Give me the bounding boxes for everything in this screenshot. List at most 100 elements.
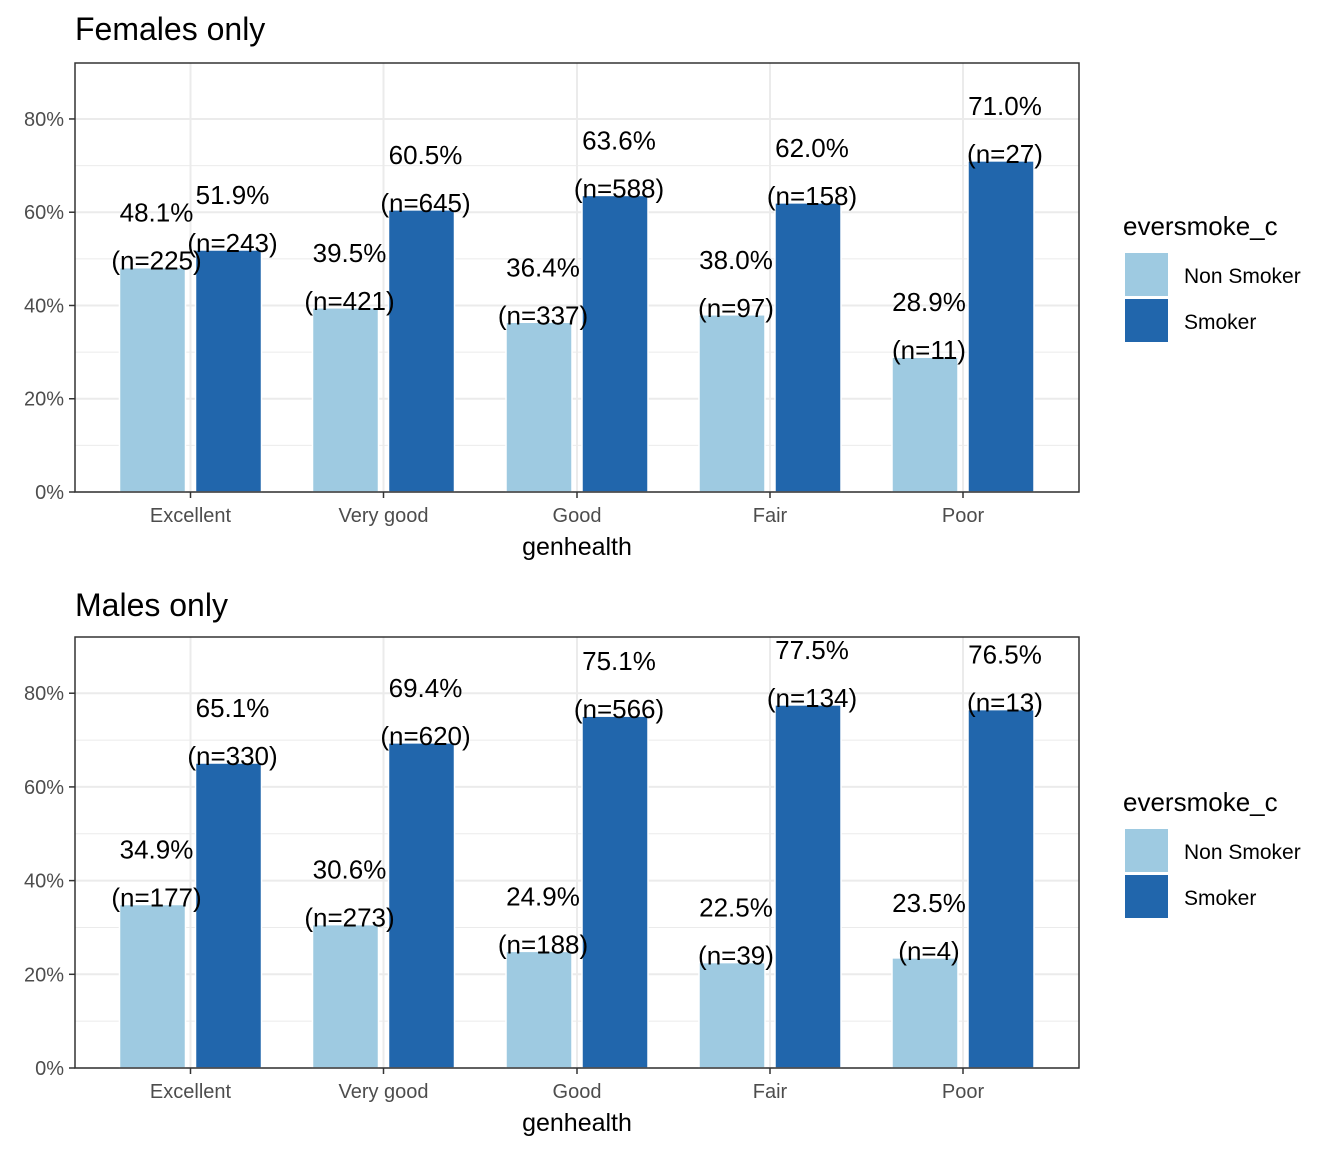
- data-label-n: (n=158): [767, 181, 857, 211]
- data-label-pct: 36.4%: [506, 252, 580, 282]
- bar-non-smoker: [698, 314, 766, 493]
- data-label-pct: 71.0%: [968, 91, 1042, 121]
- y-tick-label: 0%: [35, 482, 64, 504]
- y-tick-label: 0%: [35, 1058, 64, 1080]
- bar-smoker: [774, 202, 842, 493]
- legend: eversmoke_c Non Smoker Smoker: [1123, 211, 1301, 342]
- bar-non-smoker: [698, 961, 766, 1069]
- y-tick-label: 80%: [24, 683, 64, 705]
- x-tick-label: Excellent: [150, 1081, 232, 1103]
- x-tick-label: Poor: [942, 1081, 985, 1103]
- x-axis-label: genhealth: [522, 1109, 632, 1137]
- y-tick-label: 20%: [24, 964, 64, 986]
- y-tick-label: 40%: [24, 871, 64, 893]
- bar-non-smoker: [891, 957, 959, 1069]
- data-label-n: (n=134): [767, 683, 857, 713]
- x-tick-label: Very good: [338, 505, 428, 527]
- data-label-n: (n=243): [187, 228, 277, 258]
- data-label-pct: 65.1%: [196, 693, 270, 723]
- bar-smoker: [774, 704, 842, 1069]
- legend-title: eversmoke_c: [1123, 211, 1278, 241]
- x-tick-label: Poor: [942, 505, 985, 527]
- data-label-pct: 62.0%: [775, 133, 849, 163]
- data-label-n: (n=4): [898, 936, 959, 966]
- bar-smoker: [194, 762, 263, 1069]
- data-label-n: (n=11): [892, 335, 966, 365]
- data-label-pct: 60.5%: [389, 140, 463, 170]
- bar-non-smoker: [311, 923, 380, 1069]
- x-tick-label: Fair: [753, 1081, 788, 1103]
- x-tick-label: Very good: [338, 1081, 428, 1103]
- data-label-n: (n=97): [698, 293, 774, 323]
- x-tick-label: Fair: [753, 505, 788, 527]
- bar-non-smoker: [118, 266, 187, 493]
- data-label-pct: 51.9%: [196, 180, 270, 210]
- data-label-pct: 75.1%: [582, 646, 656, 676]
- data-label-pct: 30.6%: [313, 855, 387, 885]
- data-label-n: (n=421): [304, 286, 394, 316]
- data-label-n: (n=273): [304, 903, 394, 933]
- data-label-pct: 23.5%: [892, 888, 966, 918]
- legend-label: Smoker: [1184, 887, 1256, 910]
- y-tick-label: 40%: [24, 295, 64, 317]
- plot-border: [74, 62, 1080, 493]
- data-label-n: (n=645): [380, 188, 470, 218]
- legend-label: Non Smoker: [1184, 265, 1301, 288]
- data-label-pct: 77.5%: [775, 635, 849, 665]
- bar-non-smoker: [505, 950, 573, 1069]
- legend-key: [1125, 253, 1168, 296]
- chart-panel-1: Females only 0% 20% 40% 60% 80% Excellent Very …: [24, 11, 1301, 561]
- bar-smoker: [581, 194, 649, 493]
- chart-title: Females only: [75, 11, 265, 47]
- y-tick-label: 80%: [24, 109, 64, 131]
- bar-smoker: [387, 742, 456, 1069]
- data-label-pct: 24.9%: [506, 881, 580, 911]
- x-axis-label: genhealth: [522, 533, 632, 561]
- legend: eversmoke_c Non Smoker Smoker: [1123, 787, 1301, 918]
- bar-smoker: [967, 708, 1035, 1069]
- bar-non-smoker: [891, 356, 959, 493]
- data-label-n: (n=588): [574, 173, 664, 203]
- data-label-pct: 69.4%: [389, 673, 463, 703]
- data-label-n: (n=188): [498, 929, 588, 959]
- bar-smoker: [967, 160, 1035, 493]
- chart-title: Males only: [75, 587, 228, 623]
- data-label-n: (n=177): [111, 883, 201, 913]
- x-tick-label: Good: [553, 505, 602, 527]
- data-label-n: (n=27): [967, 139, 1043, 169]
- plot-border: [74, 636, 1080, 1069]
- data-label-n: (n=330): [187, 741, 277, 771]
- bar-smoker: [194, 249, 263, 493]
- bar-smoker: [581, 715, 649, 1069]
- bar-non-smoker: [505, 321, 573, 493]
- data-label-pct: 22.5%: [699, 893, 773, 923]
- bar-non-smoker: [311, 307, 380, 493]
- data-label-n: (n=620): [380, 721, 470, 751]
- y-tick-label: 60%: [24, 777, 64, 799]
- data-label-pct: 34.9%: [120, 835, 194, 865]
- legend-key: [1125, 829, 1168, 872]
- legend-key: [1125, 875, 1168, 918]
- data-label-pct: 48.1%: [120, 198, 194, 228]
- data-label-n: (n=13): [967, 688, 1043, 718]
- legend-title: eversmoke_c: [1123, 787, 1278, 817]
- chart-panel-2: Males only 0% 20% 40% 60% 80% Excellent Very go…: [24, 587, 1301, 1137]
- data-label-n: (n=225): [111, 246, 201, 276]
- data-label-pct: 38.0%: [699, 245, 773, 275]
- data-label-pct: 28.9%: [892, 287, 966, 317]
- legend-label: Smoker: [1184, 311, 1256, 334]
- data-label-pct: 76.5%: [968, 640, 1042, 670]
- legend-key: [1125, 299, 1168, 342]
- x-tick-label: Excellent: [150, 505, 232, 527]
- data-label-pct: 39.5%: [313, 238, 387, 268]
- x-tick-label: Good: [553, 1081, 602, 1103]
- data-label-pct: 63.6%: [582, 125, 656, 155]
- data-label-n: (n=337): [498, 300, 588, 330]
- data-label-n: (n=566): [574, 694, 664, 724]
- bar-smoker: [387, 209, 456, 493]
- data-label-n: (n=39): [698, 941, 774, 971]
- y-tick-label: 60%: [24, 202, 64, 224]
- y-tick-label: 20%: [24, 389, 64, 411]
- legend-label: Non Smoker: [1184, 841, 1301, 864]
